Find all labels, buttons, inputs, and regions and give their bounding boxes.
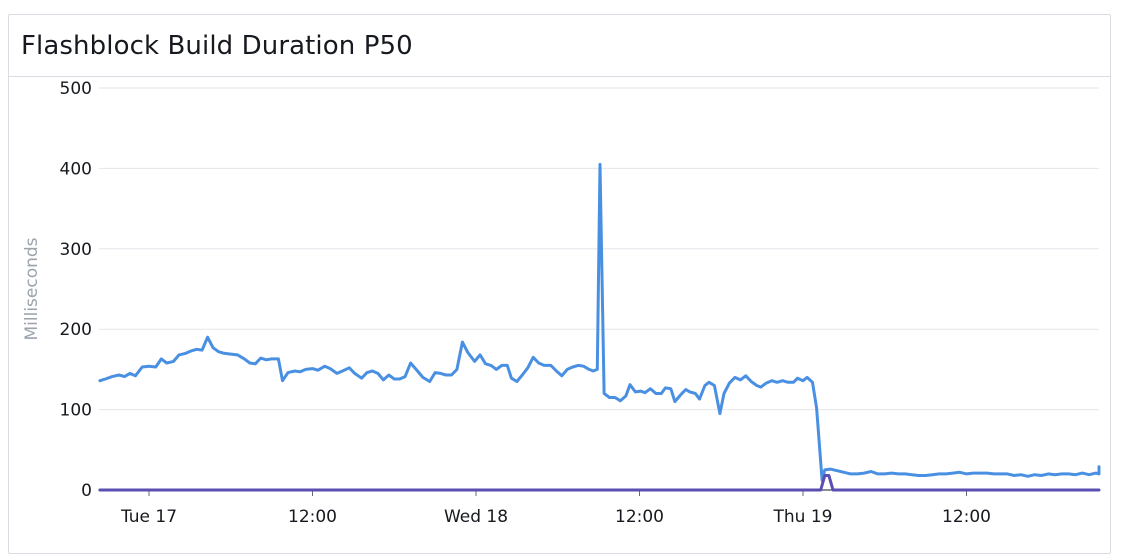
x-tick-label: Thu 19 bbox=[773, 507, 833, 527]
y-tick-label: 500 bbox=[60, 79, 92, 99]
panel-title: Flashblock Build Duration P50 bbox=[21, 30, 413, 61]
x-axis: Tue 17 12:00 Wed 18 12:00 Thu 19 12:00 bbox=[120, 490, 991, 527]
x-tick-label: 12:00 bbox=[288, 507, 337, 527]
y-axis: 0 100 200 300 400 500 bbox=[60, 79, 92, 501]
x-tick-label: 12:00 bbox=[942, 507, 991, 527]
x-tick-label: 12:00 bbox=[615, 507, 664, 527]
y-axis-title: Milliseconds bbox=[22, 237, 42, 340]
y-tick-label: 300 bbox=[60, 240, 92, 260]
y-tick-label: 400 bbox=[60, 159, 92, 179]
y-tick-label: 0 bbox=[81, 481, 92, 501]
x-tick-label: Tue 17 bbox=[120, 507, 177, 527]
chart-panel: Flashblock Build Duration P50 bbox=[8, 14, 1111, 554]
x-tick-label: Wed 18 bbox=[444, 507, 508, 527]
y-tick-label: 100 bbox=[60, 401, 92, 421]
series-line-1 bbox=[98, 162, 1101, 482]
series-line-2 bbox=[98, 474, 1101, 492]
panel-header: Flashblock Build Duration P50 bbox=[9, 15, 1110, 77]
y-tick-label: 200 bbox=[60, 320, 92, 340]
series-group bbox=[98, 162, 1101, 492]
